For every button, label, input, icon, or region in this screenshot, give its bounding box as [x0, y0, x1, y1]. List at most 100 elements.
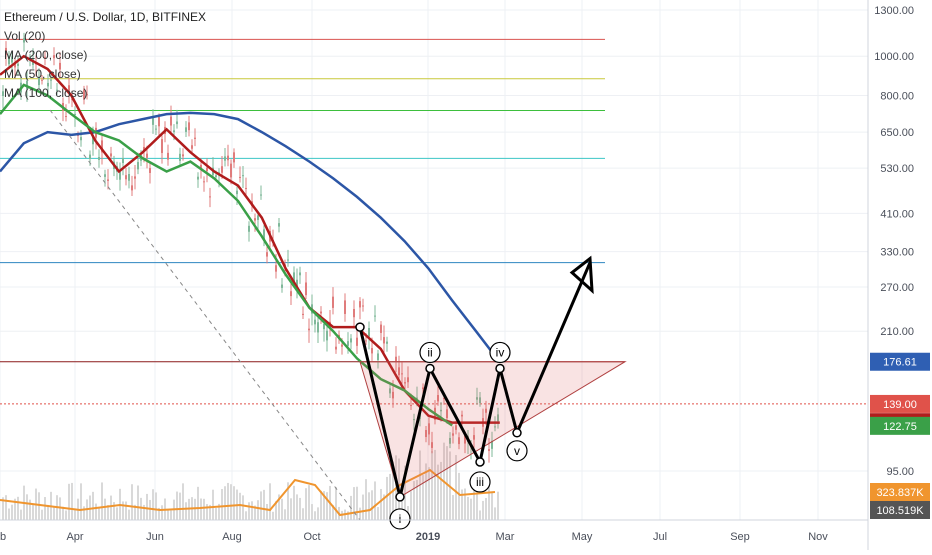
legend-item-ma200[interactable]: MA (200, close) — [4, 48, 88, 62]
volume-bar — [296, 494, 298, 520]
volume-bar — [158, 507, 160, 520]
wave-label-circle — [469, 471, 491, 493]
volume-bar — [41, 509, 43, 520]
x-tick-label: Jul — [653, 531, 667, 543]
candle-body — [356, 337, 358, 346]
candle-body — [224, 156, 226, 161]
candle-body — [449, 437, 451, 444]
candle-body — [323, 323, 325, 330]
candle-body — [416, 397, 418, 399]
wave-label-text: v — [514, 444, 520, 458]
volume-bar — [260, 491, 262, 520]
volume-bar — [452, 495, 454, 520]
candle-body — [131, 185, 133, 191]
x-tick-label: Apr — [66, 531, 83, 543]
y-tick-label: 1000.00 — [874, 51, 914, 63]
candle-body — [101, 140, 103, 153]
candle-body — [74, 113, 76, 115]
price-badge-text: 139.00 — [883, 399, 917, 411]
wave-label-v: v — [506, 440, 528, 462]
volume-bar — [203, 498, 205, 520]
candle-body — [5, 47, 7, 55]
volume-bar — [227, 482, 229, 520]
candle-body — [314, 319, 316, 325]
candle-body — [296, 279, 298, 290]
volume-bar — [284, 509, 286, 520]
volume-bar — [107, 505, 109, 520]
volume-bar — [215, 508, 217, 520]
volume-bar — [359, 507, 361, 520]
candle-body — [455, 425, 457, 430]
volume-badge-text: 323.837K — [876, 487, 924, 499]
volume-bar — [59, 497, 61, 520]
candle-body — [98, 157, 100, 160]
candle-body — [200, 164, 202, 169]
candle-body — [377, 353, 379, 361]
ma-line-0 — [0, 111, 501, 364]
y-tick-label: 95.00 — [886, 466, 914, 478]
candle-body — [401, 373, 403, 375]
candle-body — [149, 168, 151, 173]
volume-bar — [233, 486, 235, 520]
candle-body — [167, 152, 169, 160]
candle-body — [413, 419, 415, 421]
candle-body — [86, 93, 88, 96]
volume-bar — [254, 505, 256, 520]
volume-bar — [71, 482, 73, 520]
candle-body — [428, 423, 430, 435]
volume-bar — [44, 497, 46, 520]
volume-bar — [239, 492, 241, 520]
legend-item-vol[interactable]: Vol (20) — [4, 29, 46, 43]
candle-body — [335, 346, 337, 350]
volume-bar — [248, 502, 250, 520]
volume-badge — [870, 483, 930, 501]
volume-bar — [197, 486, 199, 520]
volume-badge-text: 108.519K — [876, 505, 924, 517]
candle-body — [233, 152, 235, 163]
candle-body — [80, 137, 82, 141]
volume-bar — [149, 499, 151, 520]
y-tick-label: 800.00 — [880, 91, 914, 103]
volume-bar — [377, 507, 379, 520]
candle-body — [488, 449, 490, 452]
candle-body — [320, 311, 322, 314]
volume-bar — [167, 509, 169, 520]
x-tick-label: May — [572, 531, 593, 543]
volume-bar — [476, 490, 478, 520]
volume-bar — [314, 511, 316, 520]
volume-bar — [125, 501, 127, 520]
price-badge — [870, 352, 930, 371]
candle-body — [422, 387, 424, 389]
volume-bar — [11, 504, 13, 520]
candle-body — [437, 395, 439, 402]
volume-bar — [485, 497, 487, 520]
candle-body — [275, 265, 277, 272]
volume-bar — [386, 476, 388, 520]
candle-body — [194, 137, 196, 139]
volume-bar — [353, 487, 355, 520]
volume-bar — [179, 492, 181, 520]
candle-body — [431, 442, 433, 448]
candle-body — [239, 176, 241, 178]
candle-body — [107, 179, 109, 181]
volume-ma-line — [0, 468, 496, 517]
wave-label-iv: iv — [489, 341, 511, 364]
candle-body — [53, 55, 55, 59]
y-tick-label: 330.00 — [880, 247, 914, 259]
candle-body — [308, 328, 310, 331]
volume-bar — [218, 503, 220, 520]
volume-bar — [272, 511, 274, 520]
volume-bar — [470, 498, 472, 520]
legend-item-ma100[interactable]: MA (100, close) — [4, 86, 88, 100]
wave-label-circle — [419, 341, 441, 364]
volume-bar — [194, 498, 196, 520]
volume-bar — [440, 461, 442, 520]
legend-item-ma50[interactable]: MA (50, close) — [4, 67, 81, 81]
volume-bar — [29, 499, 31, 520]
volume-bar — [269, 483, 271, 520]
candle-body — [383, 337, 385, 344]
candle-body — [23, 38, 25, 43]
candle-body — [182, 154, 184, 157]
volume-bar — [335, 487, 337, 520]
